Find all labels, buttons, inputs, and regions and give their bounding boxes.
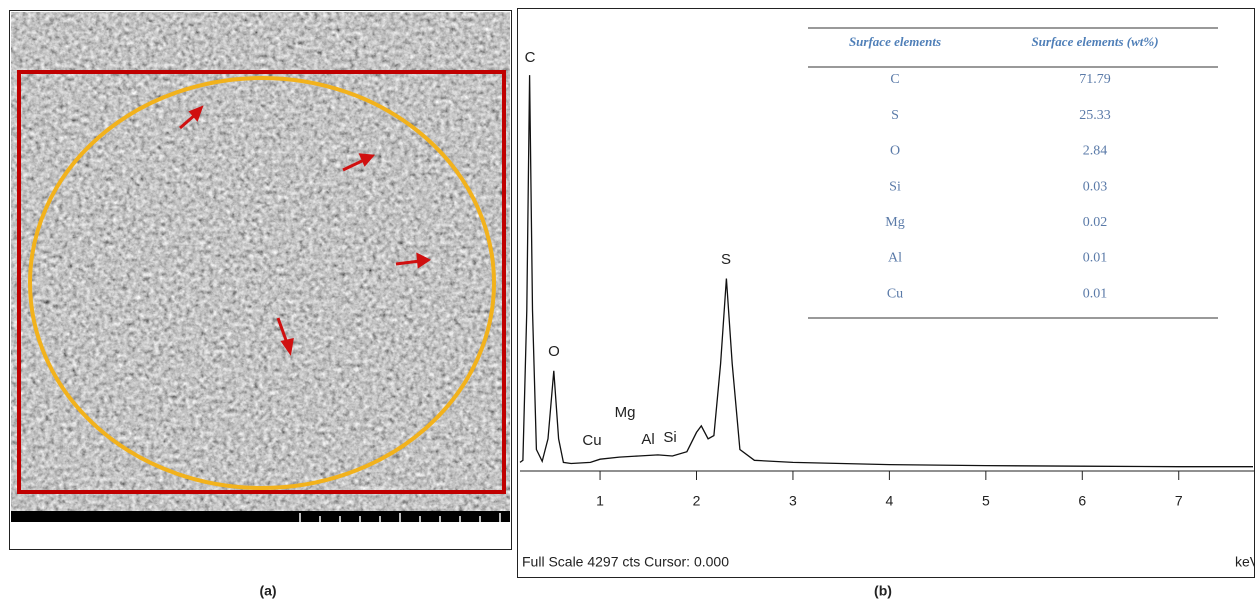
table-cell: Si <box>889 179 901 194</box>
table-cell: 0.03 <box>1083 179 1108 194</box>
table-header: Surface elements <box>849 34 941 49</box>
table-cell: 0.02 <box>1083 215 1108 230</box>
table-cell: Cu <box>887 286 903 301</box>
peak-label: Al <box>641 431 654 448</box>
x-tick-label: 7 <box>1175 493 1183 509</box>
table-cell: Al <box>888 251 902 266</box>
panel-b-frame <box>517 8 1255 578</box>
peak-label: Cu <box>582 432 601 449</box>
peak-label: C <box>525 49 536 66</box>
table-cell: C <box>890 72 899 87</box>
peak-label: Si <box>663 429 676 446</box>
arrows <box>179 105 431 356</box>
x-tick-label: 1 <box>596 493 604 509</box>
table-cell: 71.79 <box>1079 72 1111 87</box>
table-cell: 0.01 <box>1083 251 1108 266</box>
scale-bar <box>11 511 510 522</box>
region-ellipse <box>28 76 496 490</box>
x-tick-label: 4 <box>885 493 893 509</box>
x-tick-label: 3 <box>789 493 797 509</box>
table-cell: 2.84 <box>1083 144 1108 159</box>
caption-b: (b) <box>874 583 892 599</box>
x-tick-label: 6 <box>1078 493 1086 509</box>
table-cell: 0.01 <box>1083 286 1108 301</box>
peak-label: S <box>721 251 731 268</box>
spectrum <box>519 75 1253 468</box>
peak-label: O <box>548 343 560 360</box>
sem-image <box>11 12 510 511</box>
table-cell: S <box>891 108 899 123</box>
table-cell: O <box>890 144 900 159</box>
scale-ticks <box>299 513 501 522</box>
region-box <box>17 70 506 494</box>
x-axis-label: keV <box>1235 554 1255 570</box>
table-cell: 25.33 <box>1079 108 1111 123</box>
table-header: Surface elements (wt%) <box>1031 34 1158 49</box>
caption-a: (a) <box>259 583 276 599</box>
table-cell: Mg <box>885 215 904 230</box>
footer: Full Scale 4297 cts Cursor: 0.000 <box>522 554 729 570</box>
x-tick-label: 5 <box>982 493 990 509</box>
x-tick-label: 2 <box>693 493 701 509</box>
peak-label: Mg <box>615 404 636 421</box>
